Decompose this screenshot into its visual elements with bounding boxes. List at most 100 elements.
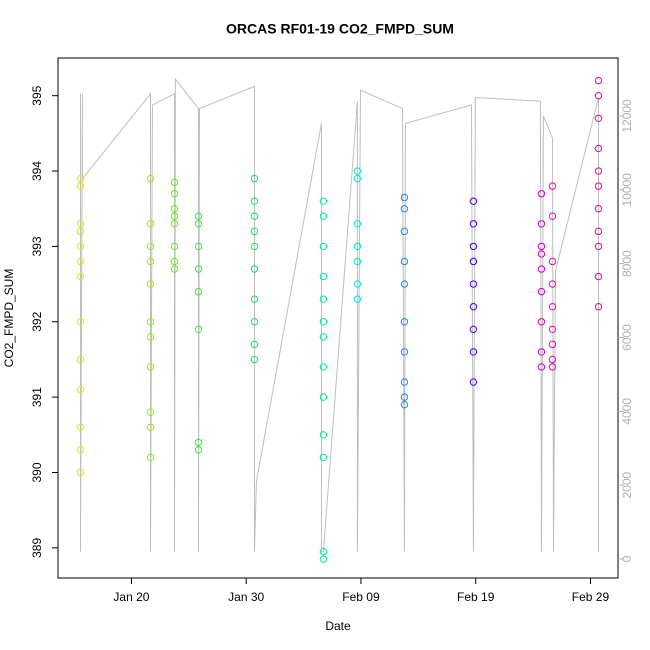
data-point <box>319 333 328 341</box>
data-point <box>194 438 203 447</box>
y-tick-label: 394 <box>30 161 44 181</box>
data-point <box>146 174 155 183</box>
data-point <box>250 212 259 220</box>
y2-tick-label: 8000 <box>620 250 634 277</box>
data-point <box>76 182 85 190</box>
data-point <box>594 227 603 236</box>
data-point <box>194 212 203 220</box>
x-tick-label: Feb 29 <box>572 590 610 604</box>
data-point <box>319 272 328 281</box>
data-point <box>319 393 328 401</box>
data-point <box>594 167 603 175</box>
y-tick-label: 395 <box>30 85 44 105</box>
data-point <box>537 242 546 251</box>
data-point <box>170 189 179 198</box>
data-point <box>594 76 603 85</box>
data-point <box>594 242 603 251</box>
data-point <box>400 280 409 288</box>
x-tick-label: Jan 20 <box>113 590 149 604</box>
data-point <box>250 265 259 273</box>
y-tick-label: 390 <box>30 462 44 482</box>
data-point <box>400 393 409 401</box>
data-point <box>319 431 328 439</box>
data-point <box>594 302 603 311</box>
data-point <box>469 348 478 356</box>
data-point <box>194 325 203 334</box>
data-point <box>250 242 259 251</box>
data-point <box>194 265 203 273</box>
data-point <box>170 212 179 220</box>
data-point <box>250 227 259 236</box>
data-point <box>537 318 546 326</box>
data-point <box>469 280 478 288</box>
data-point <box>469 220 478 228</box>
data-point <box>469 325 478 334</box>
data-point <box>594 144 603 153</box>
x-axis-label: Date <box>325 619 351 633</box>
data-point <box>400 257 409 266</box>
data-point <box>353 280 362 288</box>
data-point <box>250 355 259 364</box>
data-point <box>469 378 478 386</box>
data-point <box>537 189 546 198</box>
data-point <box>194 242 203 251</box>
data-point <box>76 318 85 326</box>
y2-tick-label: 10000 <box>620 173 634 207</box>
data-point <box>319 318 328 326</box>
data-point <box>146 242 155 251</box>
data-point <box>353 220 362 228</box>
data-point <box>548 182 557 190</box>
data-point <box>146 318 155 326</box>
chart-title: ORCAS RF01-19 CO2_FMPD_SUM <box>226 21 454 37</box>
data-point <box>400 205 409 213</box>
data-point <box>319 242 328 251</box>
data-point <box>146 333 155 341</box>
data-point <box>319 197 328 205</box>
data-point <box>319 453 328 462</box>
y-tick-label: 389 <box>30 538 44 558</box>
data-point <box>469 257 478 266</box>
data-point <box>537 250 546 258</box>
data-point <box>170 178 179 187</box>
data-point <box>469 242 478 251</box>
data-point <box>548 340 557 349</box>
data-point <box>194 446 203 454</box>
data-point <box>76 423 85 431</box>
y-axis-label: CO2_FMPD_SUM <box>2 269 16 368</box>
altitude-line <box>79 77 599 553</box>
data-point <box>548 280 557 288</box>
data-point <box>548 355 557 364</box>
data-point <box>469 197 478 205</box>
data-point <box>594 182 603 190</box>
y-tick-label: 393 <box>30 236 44 256</box>
data-point <box>76 220 85 228</box>
data-point <box>146 220 155 228</box>
data-point <box>250 318 259 326</box>
data-point <box>76 385 85 394</box>
data-point <box>548 257 557 266</box>
data-point <box>537 287 546 296</box>
data-point <box>76 257 85 266</box>
data-point <box>548 325 557 334</box>
data-point <box>319 212 328 220</box>
y-tick-label: 391 <box>30 387 44 407</box>
data-point <box>537 220 546 228</box>
data-point <box>353 295 362 303</box>
data-point <box>194 287 203 296</box>
data-point <box>170 242 179 251</box>
data-point <box>353 174 362 183</box>
data-point <box>400 318 409 326</box>
data-point <box>537 348 546 356</box>
data-point <box>250 197 259 205</box>
y-tick-label: 392 <box>30 311 44 331</box>
data-point <box>146 280 155 288</box>
data-point <box>76 446 85 454</box>
x-tick-label: Jan 30 <box>228 590 264 604</box>
data-point <box>146 453 155 462</box>
data-point <box>76 227 85 236</box>
data-point <box>594 205 603 213</box>
data-point <box>76 468 85 477</box>
data-point <box>548 212 557 220</box>
data-point <box>400 227 409 236</box>
